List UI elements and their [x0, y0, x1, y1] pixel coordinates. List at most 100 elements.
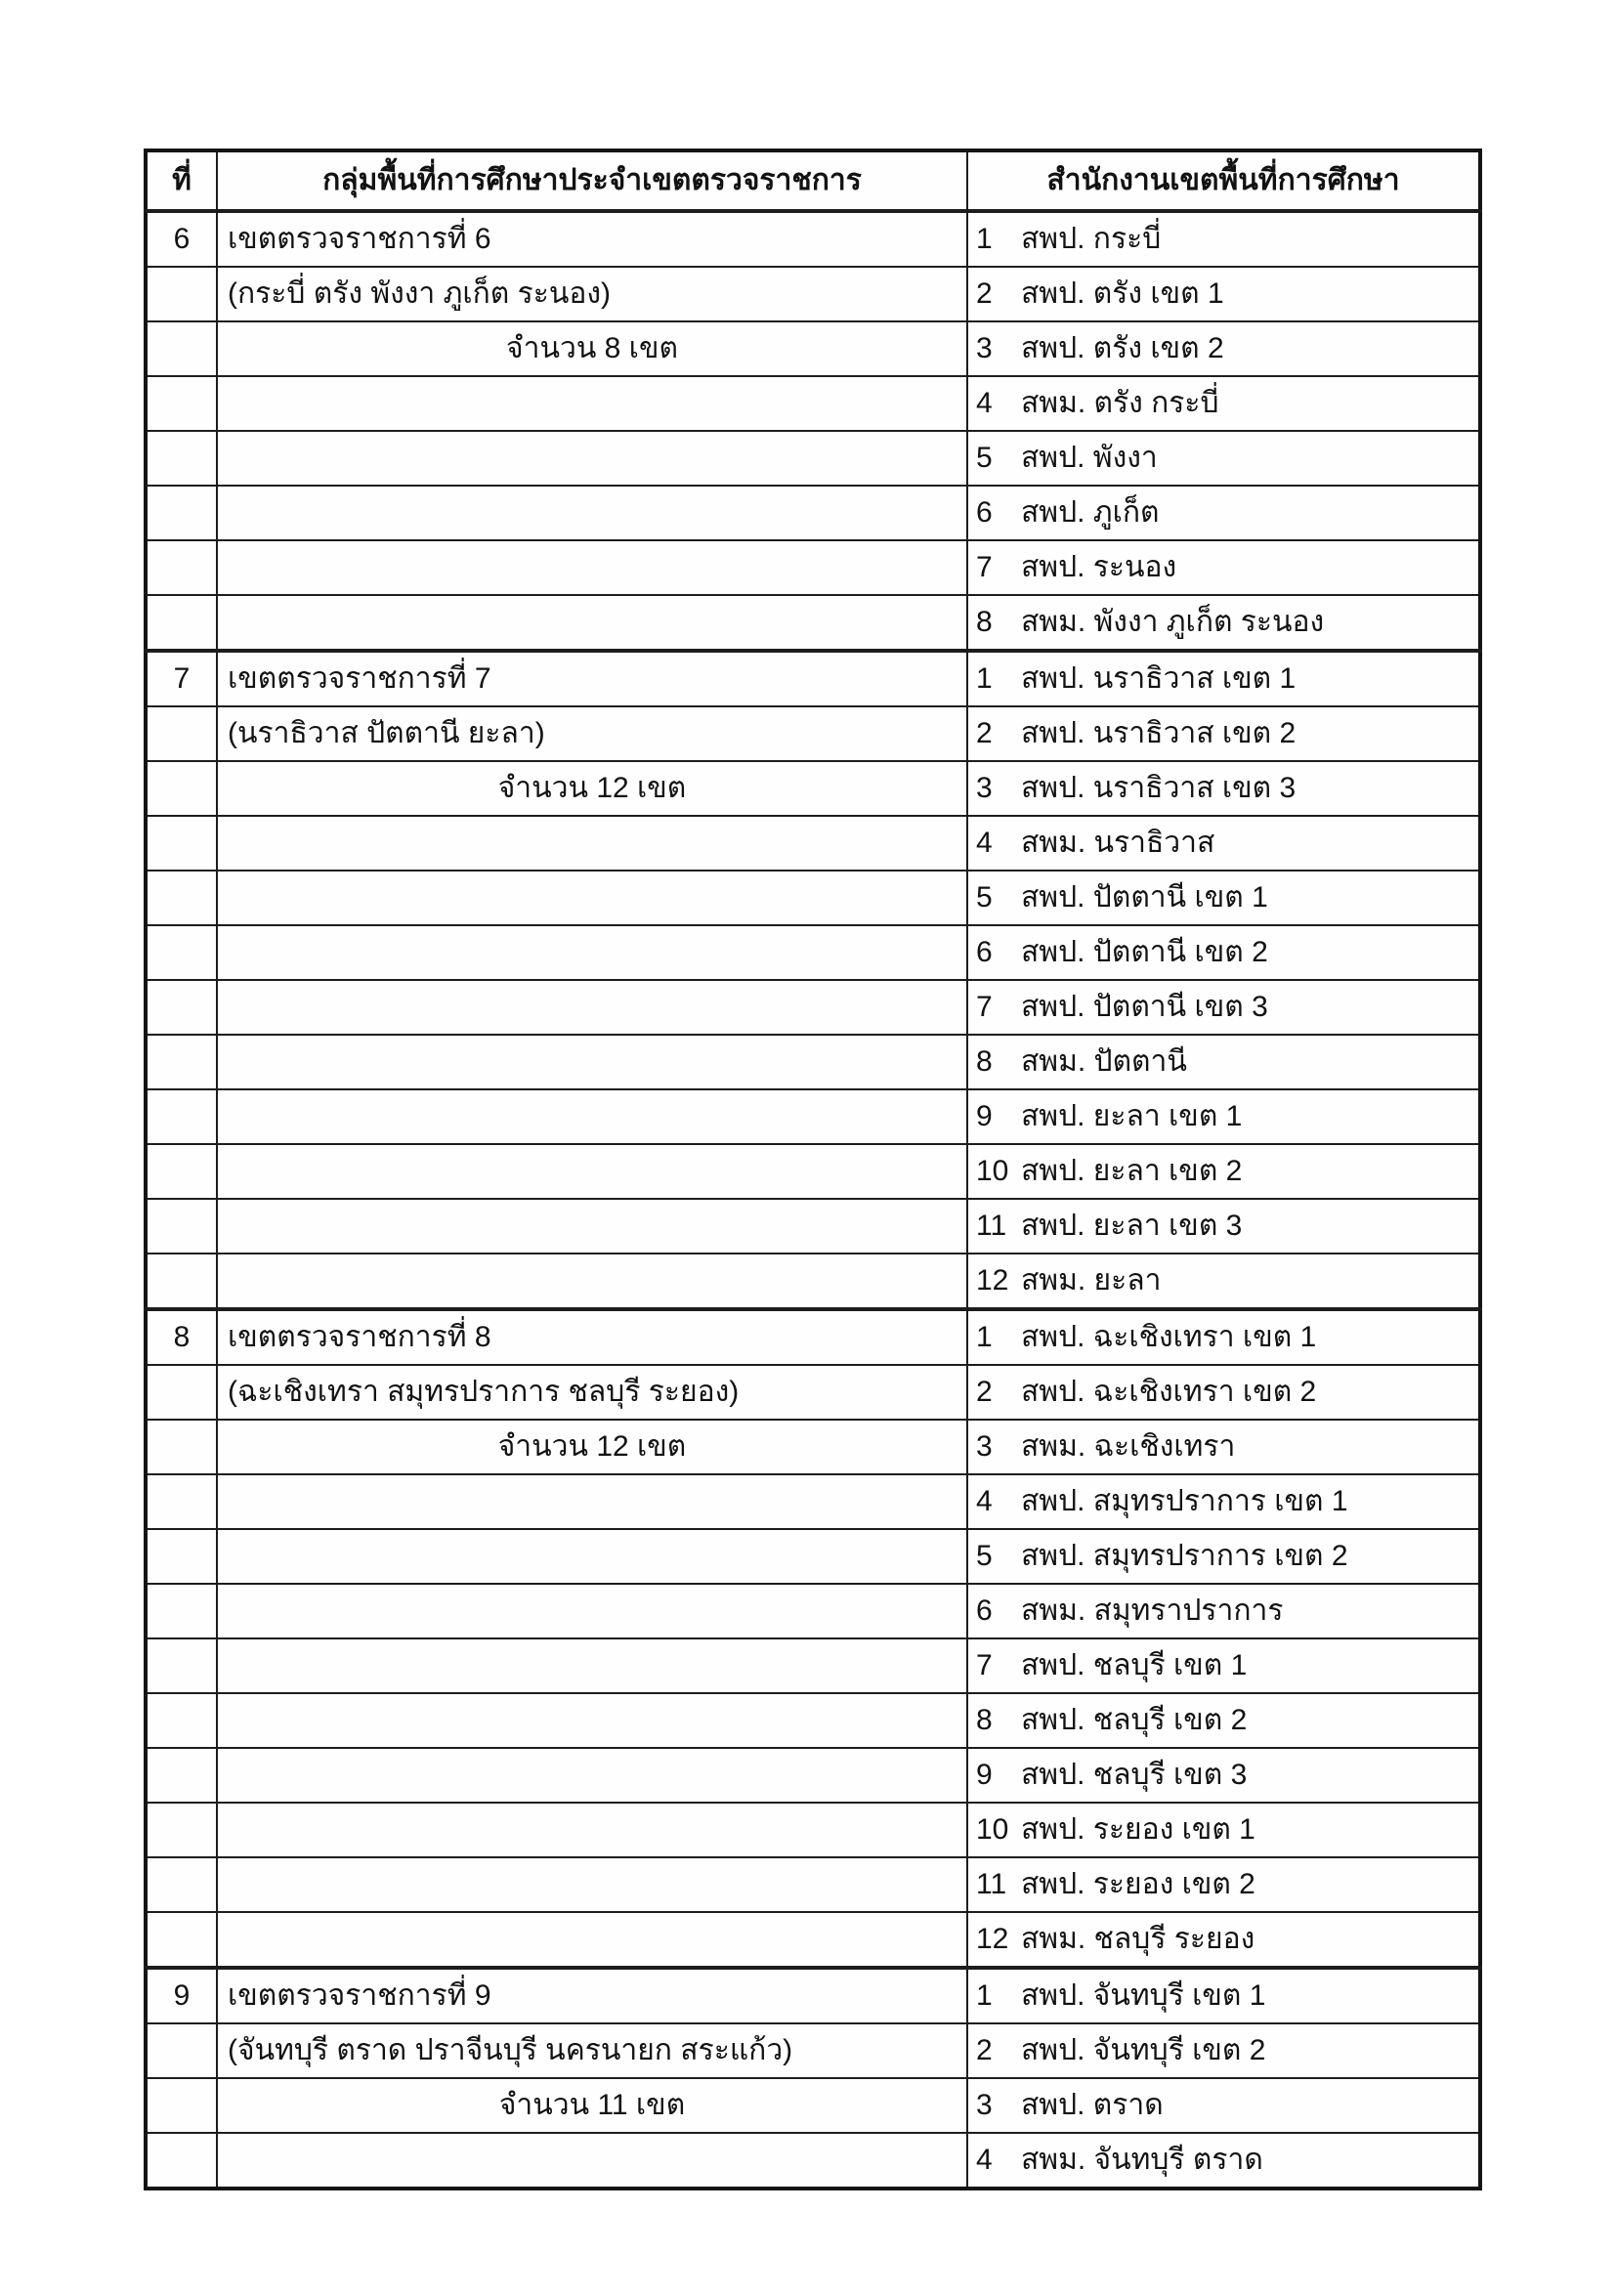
office-name: สพป. ระยอง เขต 2: [1021, 1867, 1255, 1900]
region-no-cell: [145, 1528, 218, 1585]
region-group-cell: จำนวน 11 เขต: [216, 2077, 968, 2134]
table-row: 11 สพป. ยะลา เขต 3: [145, 1198, 1481, 1254]
office-cell: 12 สพม. ชลบุรี ระยอง: [966, 1911, 1481, 1969]
office-number: 6: [976, 495, 993, 529]
office-number: 6: [976, 1594, 993, 1627]
office-number: 7: [976, 990, 993, 1023]
header-cell-group: กลุ่มพื้นที่การศึกษาประจำเขตตรวจราชการ: [216, 149, 968, 213]
table-row: 7 สพป. ปัตตานี เขต 3: [145, 979, 1481, 1036]
office-number: 9: [976, 1099, 993, 1132]
region-group-cell: จำนวน 12 เขต: [216, 1419, 968, 1475]
office-name: สพม. ชลบุรี ระยอง: [1021, 1922, 1255, 1955]
region-group-cell: [216, 870, 968, 926]
office-name: สพป. ชลบุรี เขต 3: [1021, 1758, 1248, 1791]
table-row: 5 สพป. สมุทรปราการ เขต 2: [145, 1528, 1481, 1585]
region-group-cell: [216, 1473, 968, 1530]
region-group-cell: [216, 1856, 968, 1913]
office-name: สพม. ตรัง กระบี่: [1021, 386, 1219, 419]
region-no-cell: [145, 1198, 218, 1254]
office-number: 3: [976, 1429, 993, 1463]
office-number: 1: [976, 661, 993, 695]
region-no-cell: [145, 760, 218, 817]
region-group-cell: (จันทบุรี ตราด ปราจีนบุรี นครนายก สระแก้…: [216, 2022, 968, 2079]
region-group-cell: [216, 1143, 968, 1200]
table-row: 6 สพม. สมุทราปราการ: [145, 1583, 1481, 1639]
table-row: 10 สพป. ระยอง เขต 1: [145, 1802, 1481, 1858]
region-group-cell: เขตตรวจราชการที่ 8: [216, 1307, 968, 1366]
region-no-cell: [145, 705, 218, 762]
region-no-cell: [145, 1088, 218, 1145]
office-cell: 9 สพป. ชลบุรี เขต 3: [966, 1747, 1481, 1804]
office-number: 5: [976, 441, 993, 474]
office-cell: 11 สพป. ยะลา เขต 3: [966, 1198, 1481, 1254]
table-row: 12 สพม. ชลบุรี ระยอง: [145, 1911, 1481, 1969]
region-group-cell: [216, 815, 968, 872]
office-name: สพป. สมุทรปราการ เขต 2: [1021, 1539, 1348, 1572]
region-no-cell: 6: [145, 209, 218, 268]
region-no-cell: [145, 594, 218, 652]
office-name: สพป. ฉะเชิงเทรา เขต 2: [1021, 1375, 1317, 1408]
office-cell: 4 สพม. จันทบุรี ตราด: [966, 2132, 1481, 2190]
office-name: สพป. จันทบุรี เขต 2: [1021, 2033, 1266, 2066]
office-cell: 4 สพม. นราธิวาส: [966, 815, 1481, 872]
office-number: 3: [976, 331, 993, 364]
office-name: สพป. ภูเก็ต: [1021, 495, 1160, 529]
region-group-cell: จำนวน 12 เขต: [216, 760, 968, 817]
office-number: 4: [976, 1484, 993, 1517]
office-cell: 1 สพป. นราธิวาส เขต 1: [966, 649, 1481, 707]
table-body: 6 เขตตรวจราชการที่ 6 1 สพป. กระบี่ (กระบี่ ต…: [145, 209, 1481, 2190]
region-group-cell: [216, 485, 968, 541]
office-cell: 7 สพป. ชลบุรี เขต 1: [966, 1637, 1481, 1694]
region-group-cell: [216, 2132, 968, 2190]
office-name: สพป. กระบี่: [1021, 222, 1162, 255]
region-group-cell: [216, 1802, 968, 1858]
region-group-cell: [216, 1088, 968, 1145]
region-no-cell: [145, 1637, 218, 1694]
office-name: สพม. ฉะเชิงเทรา: [1021, 1429, 1236, 1463]
office-name: สพม. จันทบุรี ตราด: [1021, 2143, 1263, 2176]
office-name: สพม. พังงา ภูเก็ต ระนอง: [1021, 605, 1325, 638]
table-row: 4 สพม. จันทบุรี ตราด: [145, 2132, 1481, 2190]
office-name: สพม. ยะลา: [1021, 1263, 1162, 1297]
office-cell: 1 สพป. ฉะเชิงเทรา เขต 1: [966, 1307, 1481, 1366]
region-no-cell: [145, 1911, 218, 1969]
office-cell: 5 สพป. พังงา: [966, 430, 1481, 487]
table-row: 4 สพม. นราธิวาส: [145, 815, 1481, 872]
region-group-cell: [216, 1528, 968, 1585]
office-number: 3: [976, 771, 993, 804]
table-row: 6 สพป. ภูเก็ต: [145, 485, 1481, 541]
region-no-cell: [145, 1143, 218, 1200]
region-group-cell: เขตตรวจราชการที่ 6: [216, 209, 968, 268]
office-name: สพป. ตรัง เขต 1: [1021, 276, 1224, 310]
table-row: 8 สพป. ชลบุรี เขต 2: [145, 1692, 1481, 1749]
office-name: สพป. สมุทรปราการ เขต 1: [1021, 1484, 1348, 1517]
office-name: สพป. นราธิวาส เขต 2: [1021, 716, 1297, 749]
region-group-cell: จำนวน 8 เขต: [216, 320, 968, 377]
office-cell: 10 สพป. ยะลา เขต 2: [966, 1143, 1481, 1200]
office-cell: 8 สพม. ปัตตานี: [966, 1034, 1481, 1090]
region-group-cell: [216, 1692, 968, 1749]
office-name: สพป. พังงา: [1021, 441, 1158, 474]
table-row: 6 สพป. ปัตตานี เขต 2: [145, 924, 1481, 981]
office-name: สพป. ปัตตานี เขต 2: [1021, 935, 1268, 968]
region-no-cell: [145, 1856, 218, 1913]
region-group-cell: [216, 1911, 968, 1969]
office-number: 10: [976, 1154, 1009, 1187]
office-cell: 1 สพป. จันทบุรี เขต 1: [966, 1966, 1481, 2024]
office-number: 1: [976, 1320, 993, 1353]
region-group-cell: [216, 924, 968, 981]
table-row: 9 สพป. ยะลา เขต 1: [145, 1088, 1481, 1145]
office-number: 11: [976, 1209, 1007, 1242]
region-no-cell: [145, 1253, 218, 1310]
table-row: 7 สพป. ชลบุรี เขต 1: [145, 1637, 1481, 1694]
region-no-cell: [145, 375, 218, 432]
office-name: สพป. ฉะเชิงเทรา เขต 1: [1021, 1320, 1317, 1353]
table-row: จำนวน 12 เขต 3 สพป. นราธิวาส เขต 3: [145, 760, 1481, 817]
office-number: 11: [976, 1867, 1007, 1900]
office-number: 4: [976, 2143, 993, 2176]
office-cell: 3 สพป. ตราด: [966, 2077, 1481, 2134]
office-number: 5: [976, 880, 993, 914]
region-group-cell: [216, 1747, 968, 1804]
office-name: สพม. นราธิวาส: [1021, 826, 1215, 859]
table-row: จำนวน 12 เขต 3 สพม. ฉะเชิงเทรา: [145, 1419, 1481, 1475]
